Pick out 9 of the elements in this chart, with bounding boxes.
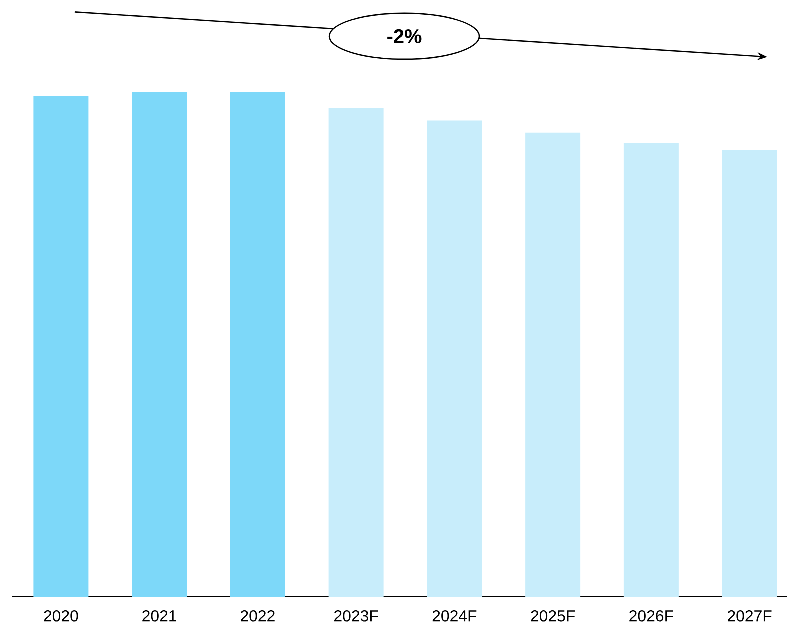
x-tick-label: 2026F <box>630 610 674 622</box>
x-tick-label: 2023F <box>334 610 378 622</box>
x-tick-label: 2027F <box>728 610 772 622</box>
x-tick-label: 2022 <box>241 610 275 622</box>
x-tick-label: 2024F <box>432 610 477 622</box>
x-tick-label: 2020 <box>44 610 78 622</box>
x-tick-label: 2025F <box>531 610 576 622</box>
x-tick-label: 2021 <box>142 610 176 622</box>
text: -2% <box>388 29 422 44</box>
